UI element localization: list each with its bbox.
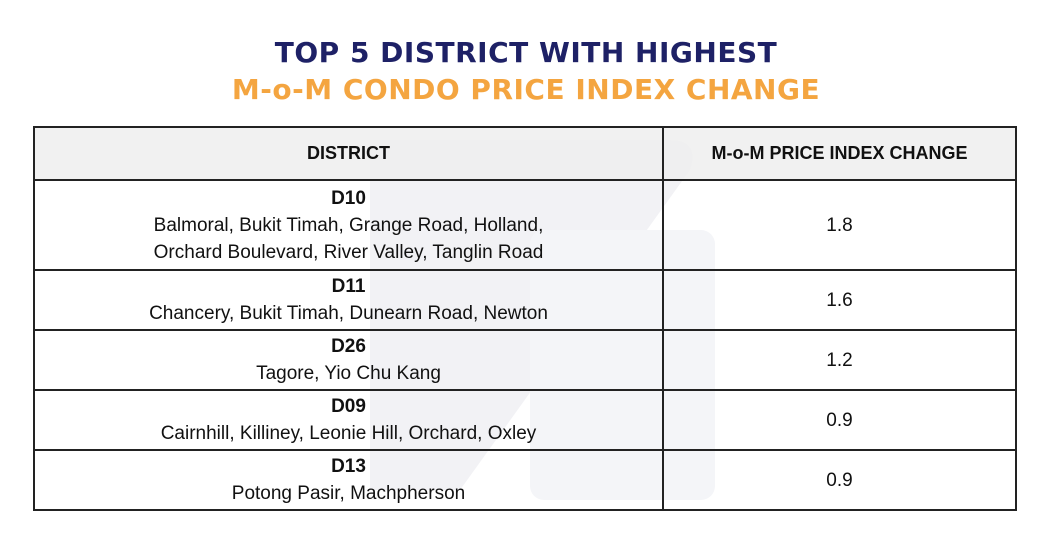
table-header-row: DISTRICT M-o-M PRICE INDEX CHANGE	[33, 126, 1017, 181]
header-price-index-change: M-o-M PRICE INDEX CHANGE	[662, 126, 1017, 181]
district-code: D13	[331, 456, 366, 477]
district-cell: D11 Chancery, Bukit Timah, Dunearn Road,…	[33, 269, 664, 331]
table-row: D10 Balmoral, Bukit Timah, Grange Road, …	[33, 179, 1017, 271]
table-row: D13 Potong Pasir, Machpherson 0.9	[33, 449, 1017, 511]
district-code: D11	[331, 276, 366, 297]
header-district: DISTRICT	[33, 126, 664, 181]
district-code: D10	[331, 187, 366, 209]
district-cell: D13 Potong Pasir, Machpherson	[33, 449, 664, 511]
title-line-2: M-o-M CONDO PRICE INDEX CHANGE	[231, 73, 821, 106]
district-cell: D10 Balmoral, Bukit Timah, Grange Road, …	[33, 179, 664, 271]
district-areas: Cairnhill, Killiney, Leonie Hill, Orchar…	[160, 423, 537, 444]
change-value: 1.8	[662, 179, 1017, 271]
district-table: DISTRICT M-o-M PRICE INDEX CHANGE D10 Ba…	[33, 126, 1017, 511]
title-line-1: TOP 5 DISTRICT WITH HIGHEST	[274, 36, 778, 69]
change-value: 1.2	[662, 329, 1017, 391]
district-cell: D26 Tagore, Yio Chu Kang	[33, 329, 664, 391]
table-row: D11 Chancery, Bukit Timah, Dunearn Road,…	[33, 269, 1017, 331]
change-value: 1.6	[662, 269, 1017, 331]
district-areas: Orchard Boulevard, River Valley, Tanglin…	[153, 241, 544, 263]
district-areas: Tagore, Yio Chu Kang	[256, 363, 441, 384]
district-code: D26	[331, 336, 366, 357]
district-areas: Chancery, Bukit Timah, Dunearn Road, New…	[149, 303, 548, 324]
district-areas: Potong Pasir, Machpherson	[231, 483, 466, 504]
change-value: 0.9	[662, 389, 1017, 451]
district-cell: D09 Cairnhill, Killiney, Leonie Hill, Or…	[33, 389, 664, 451]
change-value: 0.9	[662, 449, 1017, 511]
district-areas: Balmoral, Bukit Timah, Grange Road, Holl…	[153, 214, 544, 236]
table-row: D09 Cairnhill, Killiney, Leonie Hill, Or…	[33, 389, 1017, 451]
table-row: D26 Tagore, Yio Chu Kang 1.2	[33, 329, 1017, 391]
district-code: D09	[331, 396, 366, 417]
